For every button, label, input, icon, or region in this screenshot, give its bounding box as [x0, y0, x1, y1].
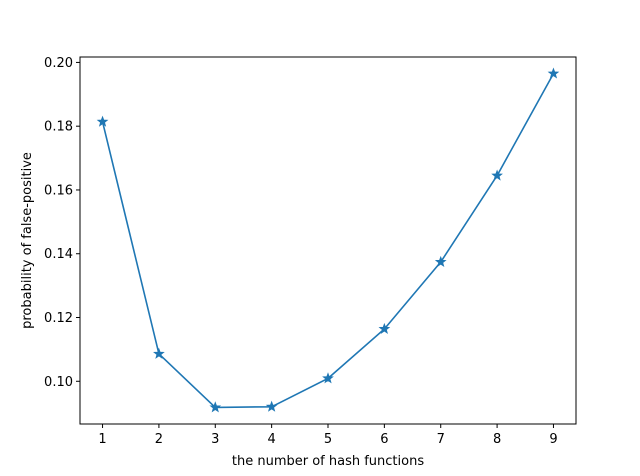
data-point-star [209, 401, 222, 413]
data-point-star [96, 115, 109, 127]
y-tick-label: 0.20 [44, 56, 73, 71]
x-tick-label: 9 [549, 432, 557, 447]
x-tick-label: 6 [380, 432, 388, 447]
axes-frame [79, 56, 577, 425]
data-point-star [491, 169, 503, 181]
data-point-star [153, 347, 165, 359]
x-tick-label: 7 [437, 432, 445, 447]
x-tick-label: 2 [155, 432, 163, 447]
y-axis: 0.10 0.12 0.14 0.16 0.18 0.20 [44, 56, 80, 390]
y-tick-label: 0.16 [44, 183, 73, 198]
y-tick-label: 0.10 [44, 375, 73, 390]
y-axis-label: probability of false-positive [20, 152, 35, 329]
x-tick-label: 3 [211, 432, 219, 447]
x-tick-label: 4 [267, 432, 275, 447]
x-tick-label: 5 [324, 432, 332, 447]
series-line [101, 73, 555, 409]
x-tick-label: 8 [493, 432, 501, 447]
y-tick-label: 0.14 [44, 247, 73, 262]
plot-area [96, 67, 560, 413]
data-point-star [322, 372, 334, 384]
y-tick-label: 0.12 [44, 311, 73, 326]
x-tick-label: 1 [98, 432, 106, 447]
data-point-star [547, 67, 560, 79]
x-axis: 1 2 3 4 5 6 7 8 9 [98, 424, 558, 447]
data-point-star [265, 400, 278, 412]
x-axis-label: the number of hash functions [232, 454, 424, 469]
data-point-star [378, 322, 391, 334]
y-tick-label: 0.18 [44, 120, 73, 135]
data-point-star [434, 255, 447, 267]
